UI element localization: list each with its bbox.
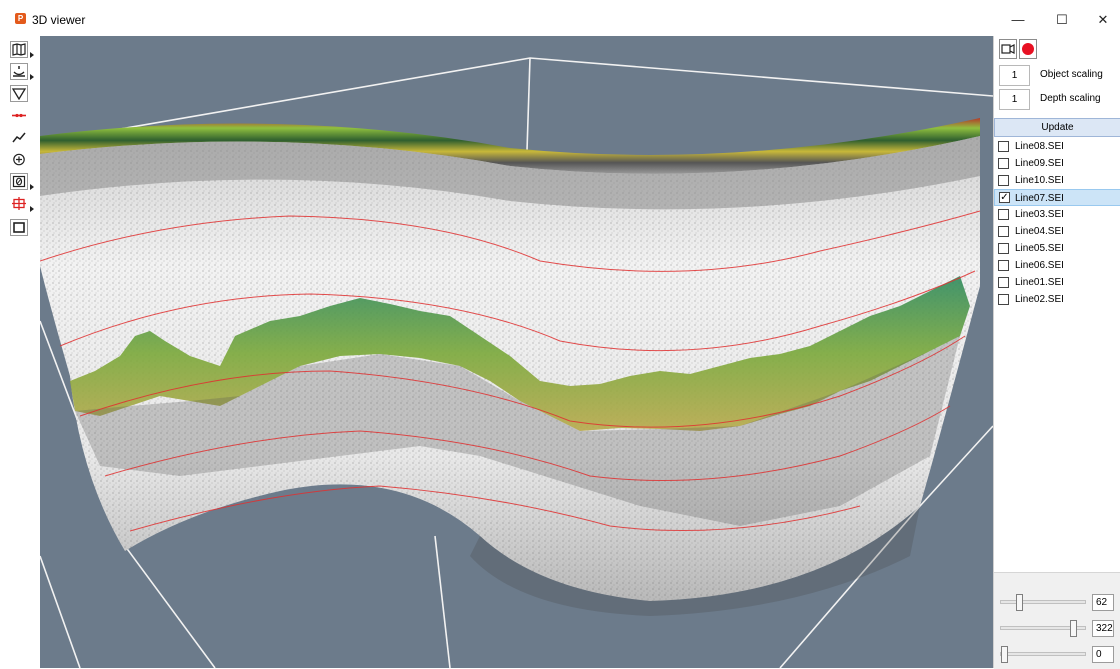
list-item[interactable]: Line05.SEI xyxy=(994,240,1120,257)
line-checkbox[interactable] xyxy=(998,209,1009,220)
line-checkbox[interactable] xyxy=(998,226,1009,237)
line-checkbox-checked[interactable]: ✓ xyxy=(999,192,1010,203)
line-checkbox[interactable] xyxy=(998,260,1009,271)
3d-viewport[interactable] xyxy=(40,36,993,668)
slider-2-value[interactable]: 322 xyxy=(1092,620,1114,637)
sub-bottom-layers xyxy=(40,136,980,210)
crosshair-icon xyxy=(12,197,26,210)
list-item[interactable]: Line03.SEI xyxy=(994,206,1120,223)
zero-tool-button[interactable] xyxy=(10,173,28,190)
square-tool-button[interactable] xyxy=(10,219,28,236)
app-icon: P xyxy=(15,13,26,24)
maximize-button[interactable]: ☐ xyxy=(1056,12,1068,27)
list-item[interactable]: Line06.SEI xyxy=(994,257,1120,274)
list-item[interactable]: Line01.SEI xyxy=(994,274,1120,291)
triangle-tool-button[interactable] xyxy=(10,85,28,102)
list-item[interactable]: Line09.SEI xyxy=(994,155,1120,172)
left-toolbar xyxy=(8,38,40,668)
sonar-ping-icon xyxy=(13,66,25,77)
line-label: Line07.SEI xyxy=(1015,193,1064,204)
scatter-zone xyxy=(75,336,960,526)
zero-tool-menu-arrow[interactable] xyxy=(30,184,34,190)
line-list: Line08.SEI Line09.SEI Line10.SEI ✓ Line0… xyxy=(994,138,1120,308)
bottom-texture xyxy=(470,506,920,616)
seabed-band xyxy=(40,118,980,174)
list-item[interactable]: ✓ Line07.SEI xyxy=(994,189,1120,206)
trend-line-icon xyxy=(12,132,26,143)
depth-lines xyxy=(40,210,981,532)
line-checkbox[interactable] xyxy=(998,141,1009,152)
record-dot-icon xyxy=(1022,43,1034,55)
sonar-tool-button[interactable] xyxy=(10,63,28,80)
3d-scene[interactable] xyxy=(40,36,993,668)
target-icon xyxy=(13,153,25,166)
recording-controls xyxy=(999,39,1037,59)
crosshair-tool-button[interactable] xyxy=(10,195,28,212)
list-item[interactable]: Line02.SEI xyxy=(994,291,1120,308)
minimize-button[interactable]: — xyxy=(1011,12,1025,27)
line-checkbox[interactable] xyxy=(998,277,1009,288)
slider-2-thumb[interactable] xyxy=(1070,620,1077,637)
map-tool-menu-arrow[interactable] xyxy=(30,52,34,58)
slider-3-thumb[interactable] xyxy=(1001,646,1008,663)
line-label: Line08.SEI xyxy=(1015,141,1064,152)
slider-2[interactable] xyxy=(1000,620,1086,637)
title-bar: P 3D viewer — ☐ ✕ xyxy=(0,0,1120,36)
update-button[interactable]: Update xyxy=(994,118,1120,137)
crosshair-tool-menu-arrow[interactable] xyxy=(30,206,34,212)
zero-icon xyxy=(12,175,26,188)
line-label: Line01.SEI xyxy=(1015,277,1064,288)
object-scaling-input[interactable]: 1 xyxy=(999,65,1030,86)
line-label: Line05.SEI xyxy=(1015,243,1064,254)
list-item[interactable]: Line10.SEI xyxy=(994,172,1120,189)
trend-tool-button[interactable] xyxy=(10,129,28,146)
slider-1-value[interactable]: 62 xyxy=(1092,594,1114,611)
window-title: 3D viewer xyxy=(32,13,86,27)
line-label: Line06.SEI xyxy=(1015,260,1064,271)
slider-3[interactable] xyxy=(1000,646,1086,663)
list-item[interactable]: Line08.SEI xyxy=(994,138,1120,155)
line-label: Line10.SEI xyxy=(1015,175,1064,186)
line-checkbox[interactable] xyxy=(998,243,1009,254)
square-icon xyxy=(13,222,25,233)
close-button[interactable]: ✕ xyxy=(1097,12,1109,27)
depth-scaling-input[interactable]: 1 xyxy=(999,89,1030,110)
slider-1-thumb[interactable] xyxy=(1016,594,1023,611)
slider-3-value[interactable]: 0 xyxy=(1092,646,1114,663)
map-tool-button[interactable] xyxy=(10,41,28,58)
camera-button[interactable] xyxy=(999,39,1017,59)
red-line-icon xyxy=(12,113,26,118)
slider-1[interactable] xyxy=(1000,594,1086,611)
video-camera-icon xyxy=(1001,44,1015,54)
record-button[interactable] xyxy=(1019,39,1037,59)
line-checkbox[interactable] xyxy=(998,158,1009,169)
line-label: Line04.SEI xyxy=(1015,226,1064,237)
triangle-down-icon xyxy=(12,88,26,100)
target-tool-button[interactable] xyxy=(10,151,28,168)
line-checkbox[interactable] xyxy=(998,294,1009,305)
map-icon xyxy=(12,43,26,56)
list-item[interactable]: Line04.SEI xyxy=(994,223,1120,240)
right-panel: 1 Object scaling 1 Depth scaling Update … xyxy=(993,36,1120,669)
red-line-tool-button[interactable] xyxy=(10,107,28,124)
depth-scaling-label: Depth scaling xyxy=(1040,93,1101,104)
object-scaling-label: Object scaling xyxy=(1040,69,1103,80)
line-label: Line09.SEI xyxy=(1015,158,1064,169)
slider-area: 62 322 0 xyxy=(994,572,1120,669)
line-label: Line03.SEI xyxy=(1015,209,1064,220)
sonar-tool-menu-arrow[interactable] xyxy=(30,74,34,80)
line-checkbox[interactable] xyxy=(998,175,1009,186)
line-label: Line02.SEI xyxy=(1015,294,1064,305)
ridge-reflector xyxy=(70,276,970,431)
